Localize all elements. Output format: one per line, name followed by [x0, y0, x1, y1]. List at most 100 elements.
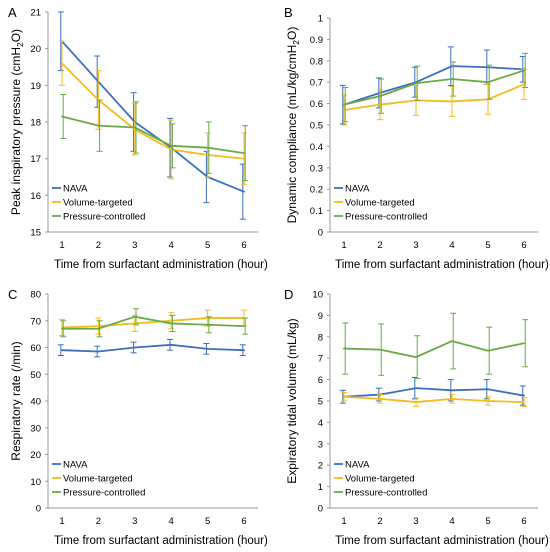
series-nava: [339, 46, 526, 125]
series-line: [343, 395, 525, 403]
data-point: [451, 389, 453, 392]
y-tick-label: 3: [318, 439, 323, 450]
data-point: [415, 82, 417, 85]
x-tick-label: 2: [377, 240, 382, 251]
data-point: [451, 340, 453, 342]
data-point: [61, 327, 63, 330]
series-volume-targeted: [341, 391, 527, 407]
legend-label: Pressure-controlled: [345, 212, 427, 223]
legend-label: Volume-targeted: [63, 198, 133, 209]
x-tick-label: 4: [449, 516, 454, 527]
x-tick-label: 1: [59, 516, 64, 527]
y-tick-label: 0.4: [310, 142, 323, 153]
x-tick-label: 5: [485, 516, 490, 527]
y-tick-label: 0.3: [310, 163, 323, 174]
data-point: [133, 128, 136, 131]
data-point: [379, 397, 381, 400]
y-tick-label: 16: [30, 191, 41, 202]
data-point: [343, 103, 345, 106]
series-line: [61, 115, 245, 155]
panel-letter: C: [8, 287, 17, 302]
series-line: [343, 69, 525, 106]
y-tick-label: 2: [318, 461, 323, 472]
y-axis-label: Dynamic compliance (mL/kg/cmH2O): [285, 27, 301, 224]
legend-label: Pressure-controlled: [345, 488, 427, 499]
data-point: [61, 115, 63, 118]
legend: NAVA Volume-targeted Pressure-controlled: [334, 460, 427, 499]
legend-label: NAVA: [63, 460, 88, 471]
data-point: [343, 347, 345, 350]
x-tick-label: 1: [59, 240, 64, 251]
x-tick-label: 4: [449, 240, 454, 251]
y-tick-label: 10: [30, 477, 41, 488]
y-tick-label: 30: [30, 423, 41, 434]
data-point: [451, 78, 453, 80]
data-point: [379, 95, 381, 98]
x-tick-label: 3: [132, 516, 137, 527]
data-point: [61, 62, 63, 65]
data-point: [243, 190, 245, 193]
y-tick-label: 0.1: [310, 206, 323, 217]
data-point: [206, 323, 209, 326]
y-tick-label: 20: [30, 44, 41, 55]
data-point: [379, 348, 381, 351]
y-tick-label: 19: [30, 81, 41, 92]
y-tick-label: 7: [318, 354, 323, 365]
x-tick-label: 5: [205, 240, 210, 251]
data-point: [451, 100, 453, 103]
series-line: [61, 62, 245, 160]
y-tick-label: 0.8: [310, 56, 323, 67]
data-point: [243, 325, 245, 327]
x-tick-label: 1: [341, 516, 346, 527]
panel-letter: D: [284, 287, 293, 302]
data-point: [523, 69, 525, 72]
x-tick-label: 6: [241, 516, 246, 527]
y-tick-label: 5: [318, 397, 323, 408]
legend: NAVA Volume-targeted Pressure-controlled: [334, 184, 427, 223]
data-point: [170, 144, 173, 147]
x-tick-label: 2: [96, 240, 101, 251]
series-line: [343, 387, 525, 398]
chart-panel-c: C 0 10 20 30 40 50 60 70 80 1 2 3 4 5 6 Time from surfac…: [8, 287, 268, 547]
data-point: [343, 109, 345, 111]
y-tick-label: 60: [30, 343, 41, 354]
data-point: [379, 103, 381, 106]
y-tick-label: 20: [30, 450, 41, 461]
y-tick-label: 0.6: [310, 99, 323, 110]
data-point: [415, 356, 417, 359]
x-tick-label: 6: [241, 240, 246, 251]
series-pressure-controlled: [342, 52, 529, 123]
x-tick-label: 2: [96, 516, 101, 527]
y-tick-label: 10: [312, 290, 323, 301]
x-tick-label: 1: [341, 240, 346, 251]
y-tick-label: 40: [30, 397, 41, 408]
series-pressure-controlled: [60, 308, 249, 338]
data-point: [523, 394, 525, 397]
x-tick-label: 3: [413, 516, 418, 527]
series-line: [343, 65, 525, 106]
y-tick-label: 4: [318, 418, 323, 429]
data-point: [487, 388, 489, 391]
x-axis-label: Time from surfactant administration (hou…: [335, 259, 549, 271]
data-point: [97, 124, 100, 127]
series-line: [343, 340, 525, 359]
data-point: [523, 342, 525, 345]
data-point: [487, 81, 489, 84]
y-tick-label: 80: [30, 290, 41, 301]
panel-letter: B: [284, 5, 293, 20]
data-point: [133, 315, 136, 318]
data-point: [206, 317, 209, 319]
data-point: [170, 322, 173, 325]
y-axis-label: Peak inspiratory pressure (cmH2O): [9, 29, 25, 215]
x-axis-label: Time from surfactant administration (hou…: [54, 535, 268, 547]
data-point: [97, 325, 100, 327]
y-tick-label: 0.9: [310, 35, 323, 46]
data-point: [206, 146, 209, 149]
x-axis-label: Time from surfactant administration (hou…: [335, 535, 549, 547]
legend-label: Volume-targeted: [345, 198, 415, 209]
chart-panel-b: B 0 0.1 0.2 0.3 0.4 0.5 0.6 0.7 0.8 0.9 1 1 2 3 4 5 6 Time…: [284, 5, 549, 271]
data-point: [451, 65, 453, 68]
legend-label: NAVA: [345, 460, 370, 471]
